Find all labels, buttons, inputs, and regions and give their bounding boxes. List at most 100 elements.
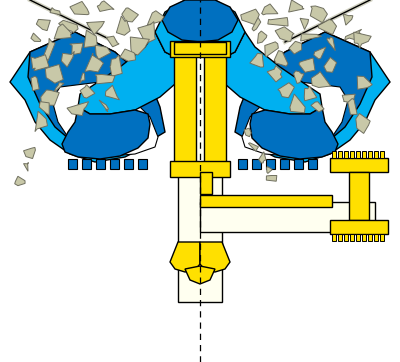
Bar	[96, 159, 105, 169]
Polygon shape	[54, 24, 72, 39]
Polygon shape	[24, 163, 28, 171]
Polygon shape	[105, 85, 120, 100]
Polygon shape	[262, 4, 278, 15]
Bar	[380, 234, 384, 241]
Bar	[356, 234, 360, 241]
Polygon shape	[10, 32, 160, 162]
Polygon shape	[120, 49, 136, 61]
Polygon shape	[122, 8, 138, 22]
Bar	[350, 151, 354, 158]
Polygon shape	[311, 102, 324, 112]
Polygon shape	[106, 36, 119, 47]
Bar	[124, 159, 133, 169]
Polygon shape	[62, 107, 150, 159]
Polygon shape	[244, 128, 251, 137]
Bar	[374, 234, 378, 241]
Bar	[110, 159, 119, 169]
Polygon shape	[86, 21, 104, 35]
Polygon shape	[58, 20, 78, 33]
Polygon shape	[35, 111, 48, 132]
Polygon shape	[99, 100, 109, 111]
Bar	[200, 172, 212, 194]
Polygon shape	[70, 1, 89, 15]
Polygon shape	[185, 266, 215, 284]
Polygon shape	[84, 30, 97, 47]
Polygon shape	[250, 54, 264, 67]
Polygon shape	[241, 9, 259, 25]
Bar	[344, 151, 348, 158]
Polygon shape	[138, 22, 155, 43]
Polygon shape	[252, 18, 261, 31]
Polygon shape	[95, 45, 111, 59]
Polygon shape	[354, 32, 371, 48]
Polygon shape	[116, 16, 130, 35]
Polygon shape	[31, 55, 49, 71]
Polygon shape	[300, 18, 308, 30]
Polygon shape	[31, 33, 41, 42]
Polygon shape	[301, 34, 322, 41]
Polygon shape	[348, 98, 357, 114]
Bar	[174, 42, 226, 54]
Polygon shape	[85, 53, 103, 72]
Polygon shape	[250, 107, 338, 159]
Polygon shape	[268, 17, 288, 26]
Bar	[338, 234, 342, 241]
Polygon shape	[259, 152, 266, 163]
Polygon shape	[290, 94, 305, 113]
Polygon shape	[78, 32, 322, 114]
Bar	[200, 202, 375, 232]
Bar	[350, 234, 354, 241]
Polygon shape	[54, 83, 64, 93]
Polygon shape	[15, 176, 25, 186]
Bar	[308, 159, 317, 169]
Polygon shape	[170, 242, 200, 272]
Polygon shape	[267, 66, 282, 82]
Polygon shape	[343, 14, 353, 25]
Polygon shape	[345, 29, 362, 40]
Bar	[178, 47, 222, 302]
Polygon shape	[147, 11, 164, 25]
Polygon shape	[318, 20, 336, 34]
Bar	[68, 159, 77, 169]
Bar	[280, 159, 289, 169]
Bar	[238, 159, 247, 169]
Polygon shape	[52, 82, 158, 156]
Polygon shape	[257, 31, 267, 43]
Polygon shape	[274, 51, 288, 66]
Bar	[368, 151, 372, 158]
Polygon shape	[357, 76, 372, 89]
Polygon shape	[248, 143, 258, 151]
Polygon shape	[299, 58, 315, 72]
Bar	[200, 195, 332, 207]
Bar	[330, 158, 388, 172]
Polygon shape	[97, 1, 114, 12]
Polygon shape	[311, 72, 331, 88]
Polygon shape	[45, 64, 63, 83]
Polygon shape	[324, 57, 337, 72]
Bar	[252, 159, 261, 169]
Bar	[374, 151, 378, 158]
Polygon shape	[310, 6, 327, 23]
Polygon shape	[41, 90, 59, 105]
Bar	[338, 151, 342, 158]
Polygon shape	[240, 32, 390, 162]
Polygon shape	[235, 32, 372, 152]
Polygon shape	[28, 32, 165, 152]
Polygon shape	[342, 94, 355, 105]
Bar	[170, 161, 230, 177]
Polygon shape	[44, 38, 55, 61]
Polygon shape	[327, 37, 335, 51]
Bar	[344, 234, 348, 241]
Polygon shape	[289, 0, 304, 12]
Polygon shape	[266, 176, 277, 181]
Bar	[332, 151, 336, 158]
Polygon shape	[265, 42, 278, 56]
Bar	[204, 44, 226, 169]
Polygon shape	[70, 43, 83, 54]
Polygon shape	[50, 8, 60, 15]
Bar	[380, 151, 384, 158]
Polygon shape	[294, 71, 304, 84]
Polygon shape	[80, 73, 85, 83]
Bar	[174, 44, 196, 169]
Polygon shape	[162, 0, 238, 42]
